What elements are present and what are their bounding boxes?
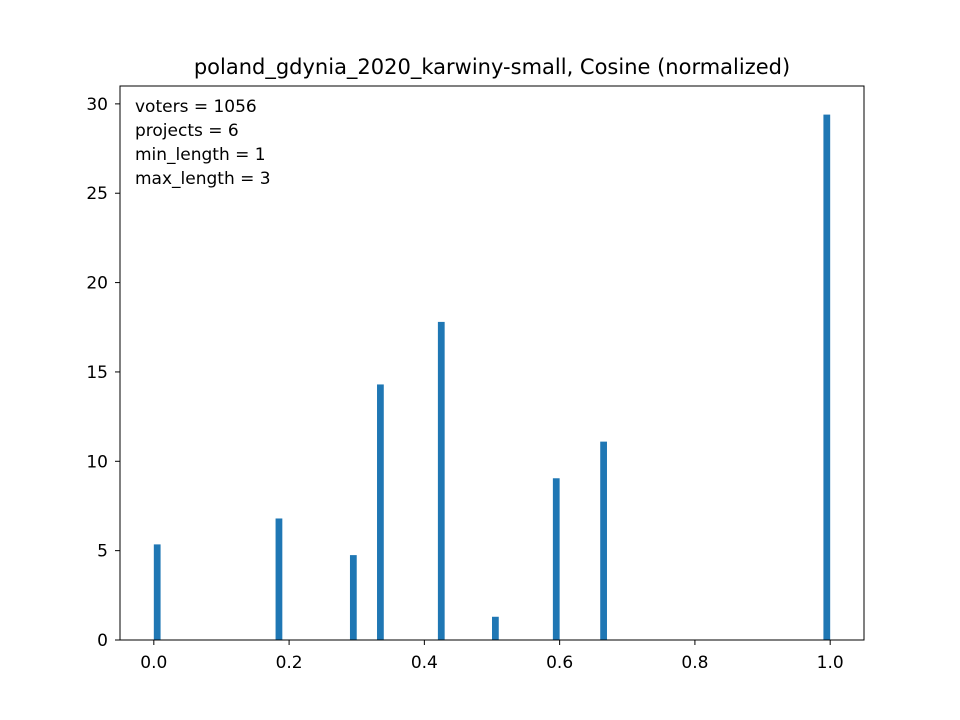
annotation-max-length: max_length = 3	[135, 169, 271, 189]
bars-group	[153, 114, 831, 640]
bar	[349, 555, 357, 640]
y-tick-label: 5	[97, 542, 108, 562]
bar	[377, 384, 384, 640]
x-tick-label: 0.2	[276, 653, 303, 673]
chart-title: poland_gdynia_2020_karwiny-small, Cosine…	[194, 55, 790, 80]
y-tick-label: 25	[86, 184, 108, 204]
plot-frame	[119, 85, 865, 641]
stats-annotation: voters = 1056 projects = 6 min_length = …	[135, 97, 271, 189]
bar	[552, 478, 560, 640]
y-tick-label: 10	[86, 452, 108, 472]
bar	[437, 321, 445, 640]
annotation-voters: voters = 1056	[135, 97, 257, 117]
annotation-projects: projects = 6	[135, 121, 239, 141]
x-tick-label: 0.8	[681, 653, 708, 673]
x-tick-label: 0.0	[140, 653, 167, 673]
x-tick-label: 0.4	[411, 653, 438, 673]
y-tick-label: 30	[86, 95, 108, 115]
bar	[492, 616, 499, 640]
x-axis: 0.0 0.2 0.4 0.6 0.8 1.0	[140, 640, 844, 673]
y-axis: 0 5 10 15 20 25 30	[86, 95, 120, 651]
y-tick-label: 20	[86, 274, 108, 294]
x-tick-label: 0.6	[546, 653, 573, 673]
y-tick-label: 0	[97, 631, 108, 651]
bar	[153, 544, 161, 640]
bar	[275, 518, 283, 640]
x-tick-label: 1.0	[817, 653, 844, 673]
bar	[600, 441, 607, 640]
annotation-min-length: min_length = 1	[135, 145, 266, 165]
y-tick-label: 15	[86, 363, 108, 383]
bar	[823, 114, 831, 640]
